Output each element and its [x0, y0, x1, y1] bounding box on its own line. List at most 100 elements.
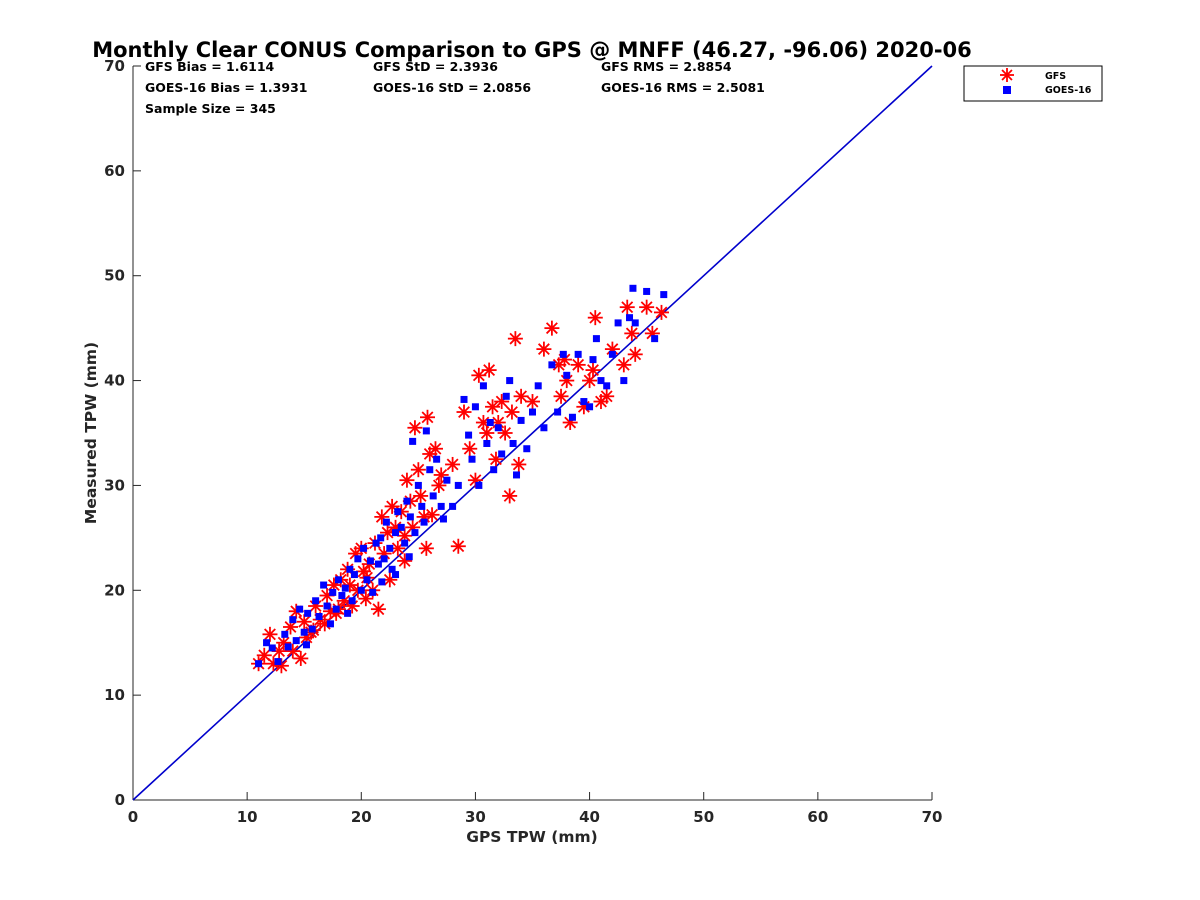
gfs-point — [511, 456, 527, 472]
goes-16-point — [597, 377, 605, 385]
x-tick-label: 0 — [128, 808, 138, 826]
legend-box — [963, 65, 1103, 102]
goes-16-point — [346, 565, 354, 573]
goes-16-point — [296, 605, 304, 613]
goes-16-point — [548, 361, 556, 369]
gfs-point — [431, 477, 447, 493]
goes-16-point — [386, 544, 394, 552]
goes-16-point — [502, 392, 510, 400]
goes-16-point — [486, 419, 494, 427]
axes: 0 10 20 30 40 50 60 70 0 10 20 30 40 50 60 70 — [104, 57, 942, 826]
gfs-point — [582, 373, 598, 389]
gfs-point — [587, 310, 603, 326]
gfs-point — [424, 507, 440, 523]
goes-16-point — [406, 513, 414, 521]
legend-gfs-marker — [1000, 68, 1014, 82]
y-tick-label: 50 — [104, 267, 125, 285]
gfs-point — [536, 341, 552, 357]
goes-16-point — [255, 660, 263, 668]
goes-16-point — [523, 445, 531, 453]
goes-16-point — [341, 584, 349, 592]
goes-16-point — [405, 553, 413, 561]
goes-16-point — [574, 350, 582, 358]
y-tick-label: 20 — [104, 581, 125, 599]
goes-16-point — [608, 350, 616, 358]
goes-16-point — [460, 395, 468, 403]
goes-16-point — [437, 502, 445, 510]
stat-sample-size: Sample Size = 345 — [145, 101, 276, 116]
goes-16-point — [302, 641, 310, 649]
goes-16-point — [350, 571, 358, 579]
stat-gfs-std: GFS StD = 2.3936 — [373, 59, 498, 74]
gfs-point — [399, 472, 415, 488]
goes-16-point — [323, 602, 331, 610]
reference-line-group — [132, 65, 933, 801]
goes-16-point — [534, 382, 542, 390]
x-axis-label: GPS TPW (mm) — [466, 828, 598, 846]
goes-16-point — [554, 408, 562, 416]
x-tick-label: 40 — [579, 808, 600, 826]
goes-16-point — [589, 356, 597, 364]
goes-16-point — [329, 588, 337, 596]
one-to-one-line — [132, 65, 933, 801]
goes-16-point — [344, 609, 352, 617]
x-tick-label: 20 — [351, 808, 372, 826]
y-tick-label: 0 — [115, 791, 125, 809]
goes-16-point — [660, 291, 668, 299]
gfs-point — [502, 488, 518, 504]
goes-16-point — [468, 455, 476, 463]
goes-16-point — [312, 597, 320, 605]
goes-16-point — [592, 335, 600, 343]
gfs-point — [317, 616, 333, 632]
goes-16-point — [360, 544, 368, 552]
goes-16-point — [643, 287, 651, 295]
goes-16-point — [490, 466, 498, 474]
goes-16-point — [394, 508, 402, 516]
goes-16-point — [443, 476, 451, 484]
goes-16-point — [498, 450, 506, 458]
goes-16-point — [426, 466, 434, 474]
goes-16-point — [263, 639, 271, 647]
gfs-point — [639, 299, 655, 315]
goes-16-point — [563, 371, 571, 379]
goes-16-point — [603, 382, 611, 390]
goes-16-point — [494, 424, 502, 432]
gfs-point — [570, 357, 586, 373]
goes-16-point — [454, 481, 462, 489]
goes-16-point — [338, 592, 346, 600]
y-axis-label: Measured TPW (mm) — [82, 342, 100, 524]
stat-goes-rms: GOES-16 RMS = 2.5081 — [601, 80, 765, 95]
legend-goes-16-label: GOES-16 — [1045, 85, 1092, 96]
gfs-point — [462, 441, 478, 457]
goes-16-point — [281, 630, 289, 638]
goes-16-point — [274, 658, 282, 666]
goes-16-point — [475, 481, 483, 489]
goes-16-point — [420, 518, 428, 526]
goes-16-point — [414, 481, 422, 489]
goes-16-point — [409, 437, 417, 445]
goes-16-point — [479, 382, 487, 390]
gfs-point — [407, 420, 423, 436]
goes-16-point — [377, 534, 385, 542]
goes-16-point — [418, 502, 426, 510]
gfs-point — [627, 346, 643, 362]
stat-goes-bias: GOES-16 Bias = 1.3931 — [145, 80, 307, 95]
y-tick-label: 70 — [104, 57, 125, 75]
gfs-point — [553, 388, 569, 404]
goes-16-point — [403, 497, 411, 505]
gfs-point — [293, 650, 309, 666]
y-tick-label: 60 — [104, 162, 125, 180]
goes-16-point — [392, 529, 400, 537]
goes-16-point — [540, 424, 548, 432]
stat-gfs-rms: GFS RMS = 2.8854 — [601, 59, 732, 74]
goes-16-point — [308, 625, 316, 633]
goes-16-point — [397, 523, 405, 531]
goes-16-point — [289, 616, 297, 624]
goes-16-point — [380, 555, 388, 563]
goes-16-point — [631, 319, 639, 327]
gfs-point — [504, 404, 520, 420]
gfs-point — [413, 488, 429, 504]
gfs-point — [619, 299, 635, 315]
gfs-point — [479, 425, 495, 441]
